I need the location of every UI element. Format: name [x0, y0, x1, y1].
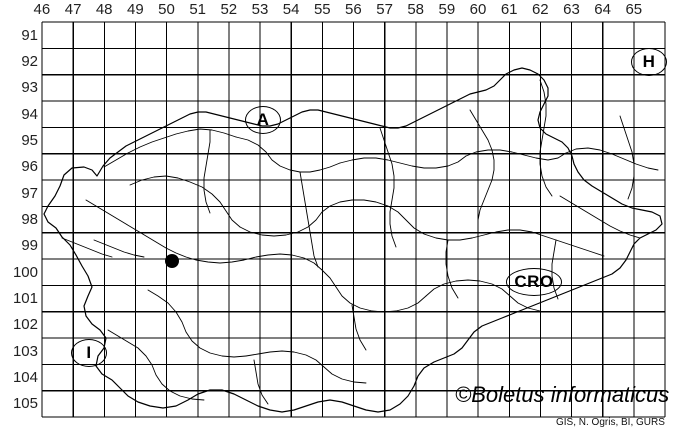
col-label: 48 — [95, 1, 113, 18]
row-label: 91 — [21, 26, 38, 44]
row-label: 94 — [21, 105, 38, 123]
row-label: 101 — [12, 289, 38, 307]
col-label: 63 — [563, 1, 580, 18]
country-label-ellipse: H — [631, 48, 667, 76]
col-label: 62 — [531, 1, 549, 18]
col-label: 56 — [345, 1, 362, 18]
col-label: 65 — [625, 1, 643, 18]
col-label: 57 — [376, 1, 393, 18]
country-code-text: I — [86, 343, 92, 362]
col-label: 52 — [220, 1, 238, 18]
country-code-text: H — [642, 52, 656, 71]
country-label-italy: I — [71, 339, 107, 367]
row-label: 97 — [21, 184, 38, 202]
country-label-ellipse: I — [71, 339, 107, 367]
copyright-text: ©Boletus informaticus — [455, 382, 670, 407]
col-label: 49 — [127, 1, 144, 18]
col-label: 58 — [407, 1, 425, 18]
row-label: 104 — [12, 368, 38, 386]
col-label: 60 — [469, 1, 487, 18]
col-label: 54 — [282, 1, 300, 18]
col-label: 47 — [64, 1, 82, 18]
row-label: 100 — [12, 263, 38, 281]
country-label-ellipse: A — [245, 106, 281, 134]
row-label: 95 — [21, 131, 38, 149]
country-label-hungary: H — [631, 48, 667, 76]
row-label: 102 — [12, 316, 38, 334]
row-label: 92 — [21, 52, 38, 70]
country-label-ellipse: CRO — [506, 268, 562, 296]
country-code-text: A — [256, 110, 270, 129]
region-boundaries — [61, 79, 659, 405]
occurrence-dot[interactable] — [165, 254, 179, 268]
row-label: 96 — [21, 158, 38, 176]
col-label: 55 — [313, 1, 331, 18]
col-label: 46 — [33, 1, 51, 18]
country-code-text: CRO — [514, 272, 554, 291]
col-label: 59 — [438, 1, 456, 18]
col-label: 61 — [500, 1, 518, 18]
country-border — [43, 67, 663, 413]
row-label: 103 — [12, 342, 38, 360]
data-source-credit: GIS, N. Ogris, BI, GURS — [556, 417, 665, 428]
country-label-croatia: CRO — [506, 268, 562, 296]
country-label-austria: A — [245, 106, 281, 134]
row-label: 93 — [21, 79, 38, 97]
col-label: 50 — [158, 1, 175, 18]
col-label: 53 — [251, 1, 269, 18]
row-label: 105 — [12, 395, 38, 413]
grid-lines — [41, 21, 666, 418]
col-label: 64 — [594, 1, 611, 18]
row-label: 99 — [21, 237, 38, 255]
row-label: 98 — [21, 210, 38, 228]
col-label: 51 — [189, 1, 207, 18]
